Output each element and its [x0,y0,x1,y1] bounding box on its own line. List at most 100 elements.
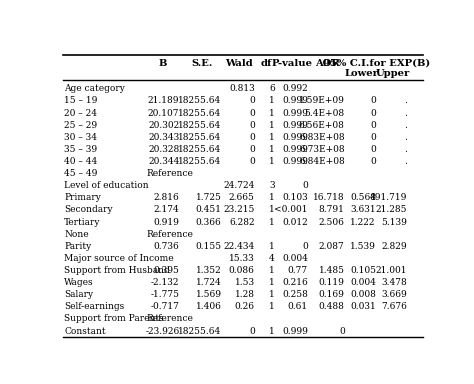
Text: 1.539: 1.539 [350,242,376,251]
Text: 0: 0 [249,96,255,106]
Text: 8.791: 8.791 [319,205,345,214]
Text: Primary: Primary [64,193,101,202]
Text: 3: 3 [269,181,275,190]
Text: .: . [404,96,407,106]
Text: Wages: Wages [64,278,94,287]
Text: 1: 1 [269,266,275,275]
Text: 25 – 29: 25 – 29 [64,121,97,130]
Text: 18255.64: 18255.64 [178,96,222,106]
Text: 0: 0 [339,326,345,336]
Text: 3.669: 3.669 [382,290,407,299]
Text: AOR: AOR [315,59,340,68]
Text: 0.216: 0.216 [282,278,308,287]
Text: Salary: Salary [64,290,93,299]
Text: 0.26: 0.26 [235,302,255,311]
Text: 1: 1 [269,121,275,130]
Text: 1.53: 1.53 [235,278,255,287]
Text: 0.258: 0.258 [282,290,308,299]
Text: 0.999: 0.999 [282,121,308,130]
Text: Level of education: Level of education [64,181,149,190]
Text: 0.568: 0.568 [350,193,376,202]
Text: 6.84E+08: 6.84E+08 [299,157,345,166]
Text: 21.189: 21.189 [148,96,179,106]
Text: 6.282: 6.282 [229,217,255,227]
Text: 23.215: 23.215 [223,205,255,214]
Text: 7.676: 7.676 [381,302,407,311]
Text: 0.992: 0.992 [282,84,308,93]
Text: 20 – 24: 20 – 24 [64,109,97,118]
Text: 6.73E+08: 6.73E+08 [299,145,345,154]
Text: 1: 1 [269,96,275,106]
Text: 1: 1 [269,217,275,227]
Text: -1.775: -1.775 [150,290,179,299]
Text: Wald: Wald [225,59,253,68]
Text: 1: 1 [269,157,275,166]
Text: 0: 0 [370,96,376,106]
Text: 1.222: 1.222 [350,217,376,227]
Text: 20.328: 20.328 [148,145,179,154]
Text: 0: 0 [249,145,255,154]
Text: 5.4E+08: 5.4E+08 [305,109,345,118]
Text: df: df [260,59,272,68]
Text: 0: 0 [249,157,255,166]
Text: 4: 4 [269,254,275,263]
Text: 1: 1 [269,290,275,299]
Text: .: . [404,133,407,142]
Text: 1: 1 [269,133,275,142]
Text: Constant: Constant [64,326,106,336]
Text: 0.999: 0.999 [282,157,308,166]
Text: 0.999: 0.999 [282,133,308,142]
Text: B: B [159,59,167,68]
Text: 1.406: 1.406 [196,302,222,311]
Text: 3.631: 3.631 [350,205,376,214]
Text: 18255.64: 18255.64 [178,145,222,154]
Text: .: . [404,145,407,154]
Text: 0.012: 0.012 [282,217,308,227]
Text: 1.485: 1.485 [319,266,345,275]
Text: 1.725: 1.725 [196,193,222,202]
Text: Parity: Parity [64,242,91,251]
Text: 1: 1 [269,326,275,336]
Text: 18255.64: 18255.64 [178,326,222,336]
Text: 1.569: 1.569 [196,290,222,299]
Text: 0: 0 [370,145,376,154]
Text: Reference: Reference [146,314,193,323]
Text: 0.103: 0.103 [282,193,308,202]
Text: 0: 0 [249,121,255,130]
Text: Reference: Reference [146,230,193,238]
Text: 18255.64: 18255.64 [178,133,222,142]
Text: -2.132: -2.132 [151,278,179,287]
Text: 2.816: 2.816 [154,193,179,202]
Text: 0: 0 [302,181,308,190]
Text: 30 – 34: 30 – 34 [64,133,97,142]
Text: 0.919: 0.919 [154,217,179,227]
Text: 2.087: 2.087 [319,242,345,251]
Text: 1: 1 [269,193,275,202]
Text: 22.434: 22.434 [223,242,255,251]
Text: 0.086: 0.086 [229,266,255,275]
Text: 1: 1 [269,145,275,154]
Text: 0.169: 0.169 [319,290,345,299]
Text: 20.344: 20.344 [148,157,179,166]
Text: 20.343: 20.343 [148,133,179,142]
Text: 45 – 49: 45 – 49 [64,169,97,178]
Text: 5.139: 5.139 [381,217,407,227]
Text: 0.105: 0.105 [350,266,376,275]
Text: 0.119: 0.119 [319,278,345,287]
Text: 1: 1 [269,205,275,214]
Text: 0: 0 [302,242,308,251]
Text: -23.926: -23.926 [145,326,179,336]
Text: 1: 1 [269,109,275,118]
Text: Reference: Reference [146,169,193,178]
Text: 0.155: 0.155 [195,242,222,251]
Text: 0.999: 0.999 [282,326,308,336]
Text: 0: 0 [370,133,376,142]
Text: 0.999: 0.999 [282,109,308,118]
Text: 2.829: 2.829 [382,242,407,251]
Text: Upper: Upper [375,69,410,78]
Text: 0.451: 0.451 [196,205,222,214]
Text: -0.717: -0.717 [151,302,179,311]
Text: 1.28: 1.28 [235,290,255,299]
Text: Tertiary: Tertiary [64,217,100,227]
Text: 18255.64: 18255.64 [178,157,222,166]
